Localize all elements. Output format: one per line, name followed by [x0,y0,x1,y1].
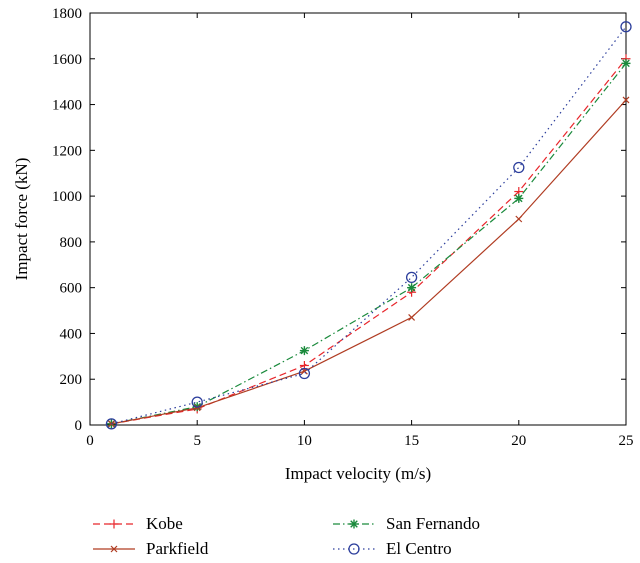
data-point-san-fernando [407,283,417,293]
legend-item-san-fernando: San Fernando [333,514,480,533]
x-axis-title: Impact velocity (m/s) [285,464,431,483]
data-point-parkfield [515,215,523,223]
series-el-centro [105,21,632,430]
x-axis-ticks: 0 5 10 15 20 25 [86,13,634,449]
plot-area: 0 5 10 15 20 25 0 200 400 600 800 1000 1200 1400 1600… [52,6,634,449]
y-tick-label: 1200 [52,143,82,159]
y-tick-label: 0 [75,418,83,434]
legend-marker-san-fernando [349,519,359,529]
legend-item-kobe: Kobe [93,514,183,533]
series-line-el-centro [111,26,627,425]
y-tick-label: 600 [60,281,83,297]
x-tick-label: 25 [619,433,634,449]
x-tick-label: 0 [86,433,94,449]
y-axis-ticks: 0 200 400 600 800 1000 1200 1400 1600 1800 [52,6,626,434]
data-point-san-fernando [621,58,631,68]
legend-label-parkfield: Parkfield [146,539,209,558]
y-tick-label: 400 [60,326,83,342]
legend-label-el-centro: El Centro [386,539,452,558]
series-line-san-fernando [111,62,627,425]
legend-marker-parkfield [110,545,118,553]
data-point-el-centro [620,21,632,33]
y-tick-label: 800 [60,235,83,251]
legend-marker-kobe [109,519,119,529]
series-line-parkfield [111,99,627,425]
x-tick-label: 5 [193,433,201,449]
legend-item-el-centro: El Centro [333,539,452,558]
data-point-el-centro [298,367,311,380]
legend-item-parkfield: Parkfield [93,539,209,558]
y-tick-label: 200 [60,372,83,388]
series-san-fernando [106,58,631,429]
data-point-el-centro [513,161,525,174]
legend: Kobe San Fernando Parkfield El Centro [93,514,480,558]
y-tick-label: 1400 [52,98,82,114]
legend-label-kobe: Kobe [146,514,183,533]
x-tick-label: 15 [404,433,419,449]
legend-label-san-fernando: San Fernando [386,514,480,533]
data-point-parkfield [622,96,630,104]
x-tick-label: 20 [511,433,526,449]
series-layer [105,21,632,430]
legend-marker-el-centro [348,543,360,555]
series-parkfield [108,96,630,428]
y-tick-label: 1800 [52,6,82,22]
y-tick-label: 1600 [52,52,82,68]
series-line-kobe [111,58,627,425]
series-kobe [106,54,631,429]
data-point-san-fernando [514,193,524,203]
y-tick-label: 1000 [52,189,82,205]
plot-frame [89,12,627,426]
data-point-san-fernando [299,346,309,356]
data-point-parkfield [193,404,201,412]
y-axis-title: Impact force (kN) [12,158,31,281]
data-point-el-centro [405,271,418,284]
x-tick-label: 10 [297,433,312,449]
data-point-el-centro [105,418,118,430]
data-point-parkfield [408,313,416,321]
data-point-el-centro [191,396,203,408]
